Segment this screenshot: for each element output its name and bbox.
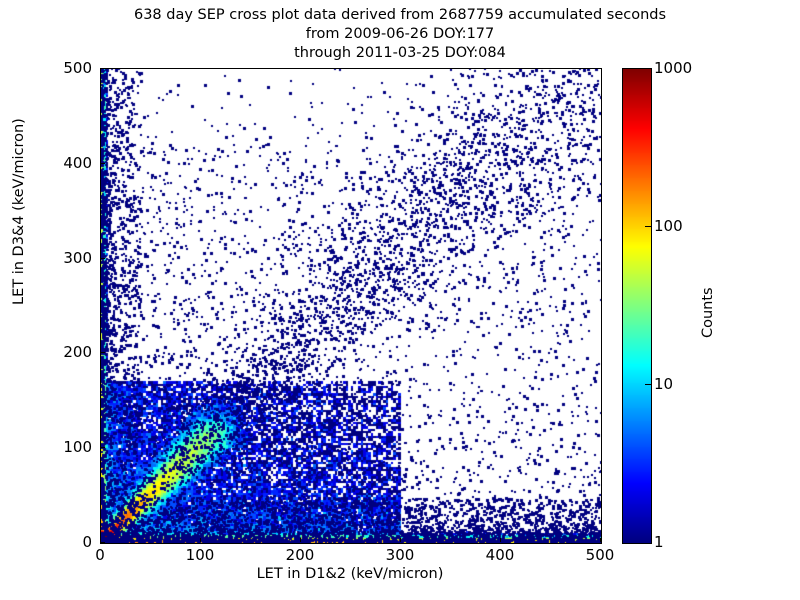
plot-title-line-2: from 2009-06-26 DOY:177 bbox=[305, 26, 495, 42]
colorbar-label: Counts bbox=[700, 287, 716, 338]
density-scatter-canvas bbox=[101, 69, 601, 543]
colorbar-tick-label: 1 bbox=[654, 533, 664, 551]
plot-title: 638 day SEP cross plot data derived from… bbox=[0, 6, 800, 63]
x-tick-label: 400 bbox=[485, 546, 515, 564]
colorbar bbox=[622, 68, 652, 544]
y-tick-mark bbox=[101, 162, 105, 164]
colorbar-tick-mark bbox=[645, 226, 651, 227]
y-tick-label: 0 bbox=[82, 533, 92, 551]
x-tick-mark bbox=[400, 538, 401, 542]
colorbar-tick-label: 100 bbox=[654, 217, 683, 235]
y-axis-label: LET in D3&4 (keV/micron) bbox=[11, 118, 27, 305]
x-axis-label: LET in D1&2 (keV/micron) bbox=[256, 566, 444, 582]
y-tick-label: 500 bbox=[63, 59, 92, 77]
y-tick-mark bbox=[101, 257, 105, 259]
x-tick-label: 500 bbox=[585, 546, 615, 564]
y-tick-mark bbox=[101, 68, 105, 69]
x-tick-label: 100 bbox=[185, 546, 215, 564]
y-tick-label: 400 bbox=[63, 153, 92, 172]
colorbar-tick-label: 1000 bbox=[654, 59, 693, 77]
x-tick-label: 300 bbox=[385, 546, 415, 564]
y-tick-mark bbox=[101, 447, 105, 449]
y-tick-label: 200 bbox=[63, 343, 92, 362]
x-tick-mark bbox=[300, 538, 301, 542]
y-tick-label: 100 bbox=[63, 438, 92, 457]
colorbar-gradient bbox=[623, 69, 651, 543]
y-tick-mark bbox=[101, 542, 105, 543]
x-tick-mark bbox=[600, 538, 601, 542]
y-tick-label: 300 bbox=[63, 248, 92, 267]
x-tick-mark bbox=[200, 538, 201, 542]
colorbar-tick-mark bbox=[645, 384, 651, 385]
plot-title-line-1: 638 day SEP cross plot data derived from… bbox=[133, 7, 667, 23]
scatter-plot-area bbox=[100, 68, 602, 544]
x-tick-mark bbox=[500, 538, 501, 542]
colorbar-tick-label: 10 bbox=[654, 375, 674, 393]
plot-title-line-3: through 2011-03-25 DOY:084 bbox=[294, 45, 506, 61]
x-tick-label: 0 bbox=[95, 546, 105, 564]
y-tick-mark bbox=[101, 352, 105, 354]
x-tick-label: 200 bbox=[285, 546, 315, 564]
x-tick-mark bbox=[100, 538, 101, 542]
